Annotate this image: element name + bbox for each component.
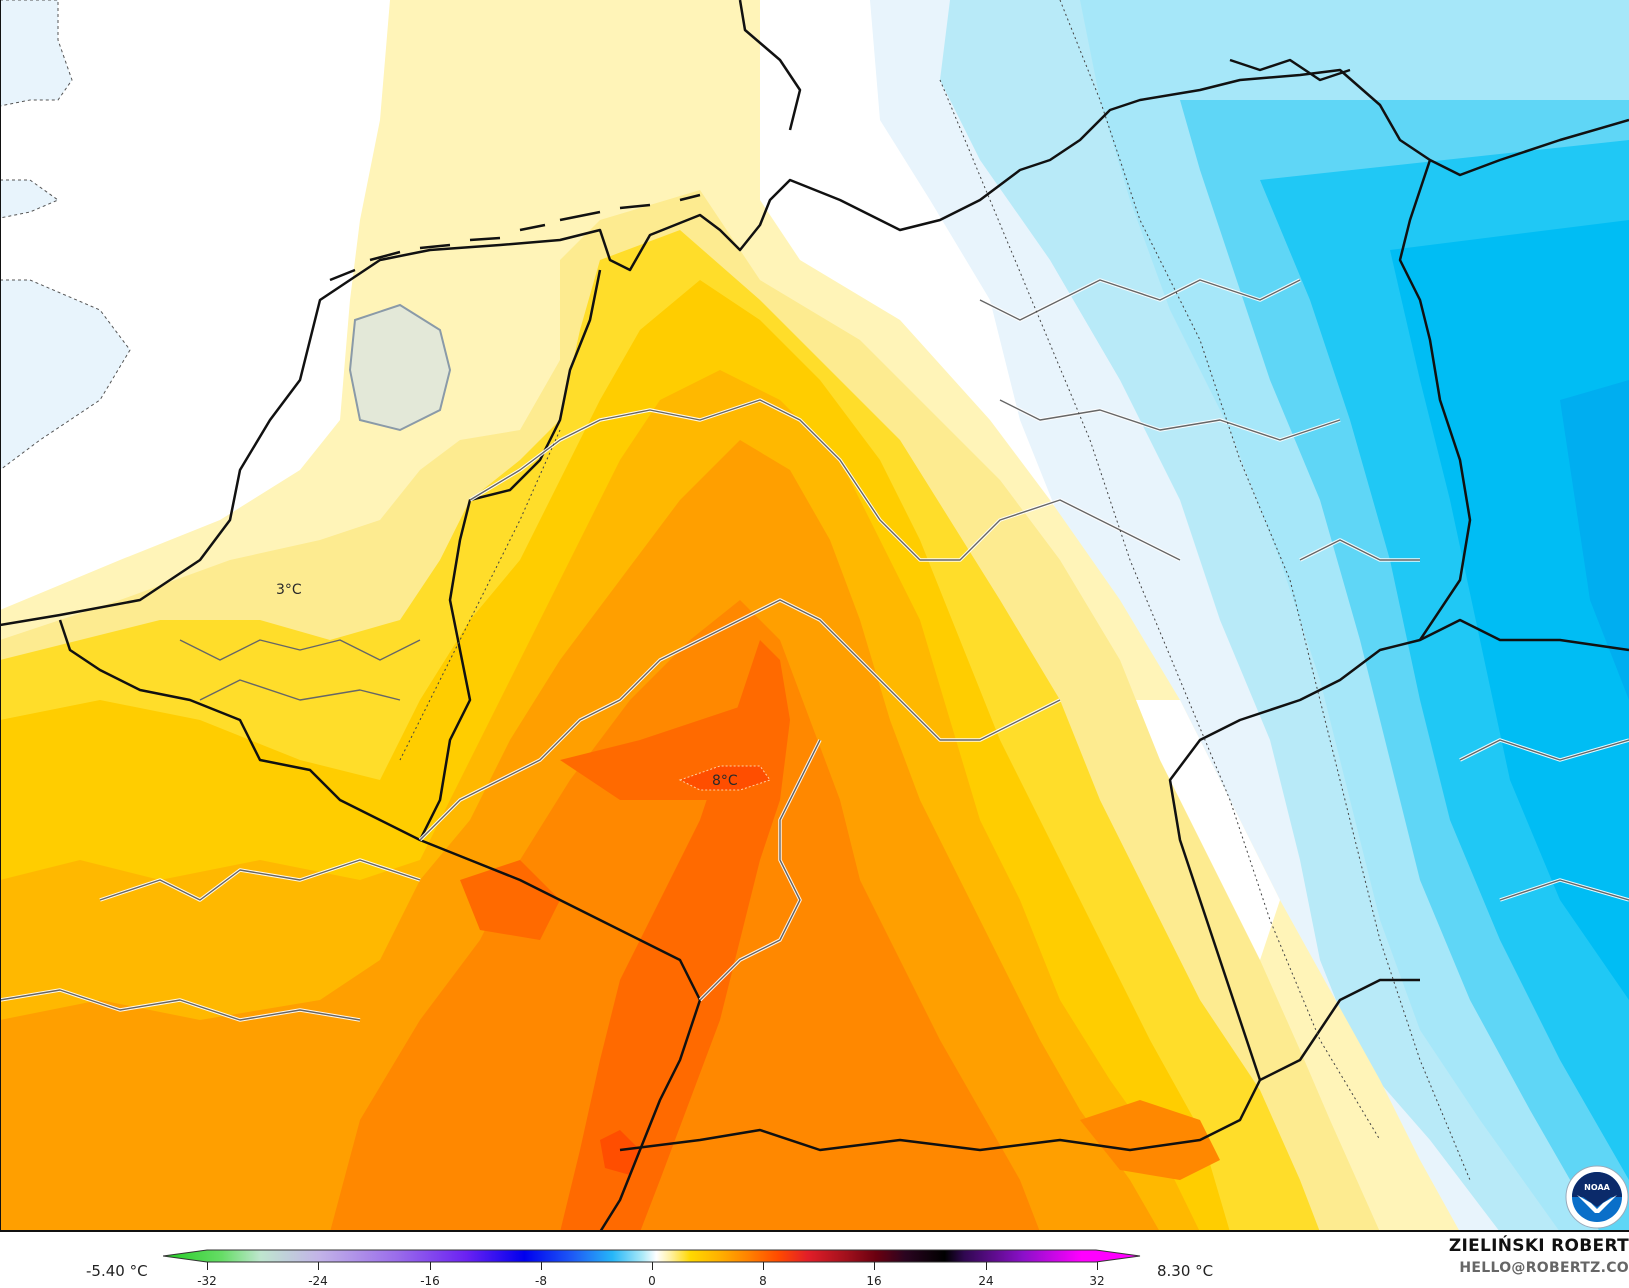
tick-label: -32 (197, 1274, 217, 1288)
tick-label: -24 (308, 1274, 328, 1288)
author-name: ZIELIŃSKI ROBERT (1448, 1236, 1629, 1256)
legend-min-value: -5.40 °C (86, 1262, 148, 1280)
legend-max-value: 8.30 °C (1157, 1262, 1214, 1280)
tick-label: 0 (648, 1274, 656, 1288)
author-email: HELLO@ROBERTZ.CO (1459, 1260, 1629, 1276)
tick-label: 16 (866, 1274, 882, 1288)
noaa-logo: NOAA (1565, 1165, 1629, 1229)
temperature-map (0, 0, 1629, 1232)
colorbar (162, 1248, 1143, 1264)
tick-label: -8 (535, 1274, 547, 1288)
tick-label: 8 (759, 1274, 767, 1288)
tick-label: 24 (978, 1274, 994, 1288)
noaa-logo-text: NOAA (1584, 1183, 1610, 1192)
map-label-min: 3°C (276, 582, 302, 598)
tick-label: -16 (420, 1274, 440, 1288)
tick-label: 32 (1089, 1274, 1105, 1288)
map-label-max: 8°C (712, 773, 738, 789)
